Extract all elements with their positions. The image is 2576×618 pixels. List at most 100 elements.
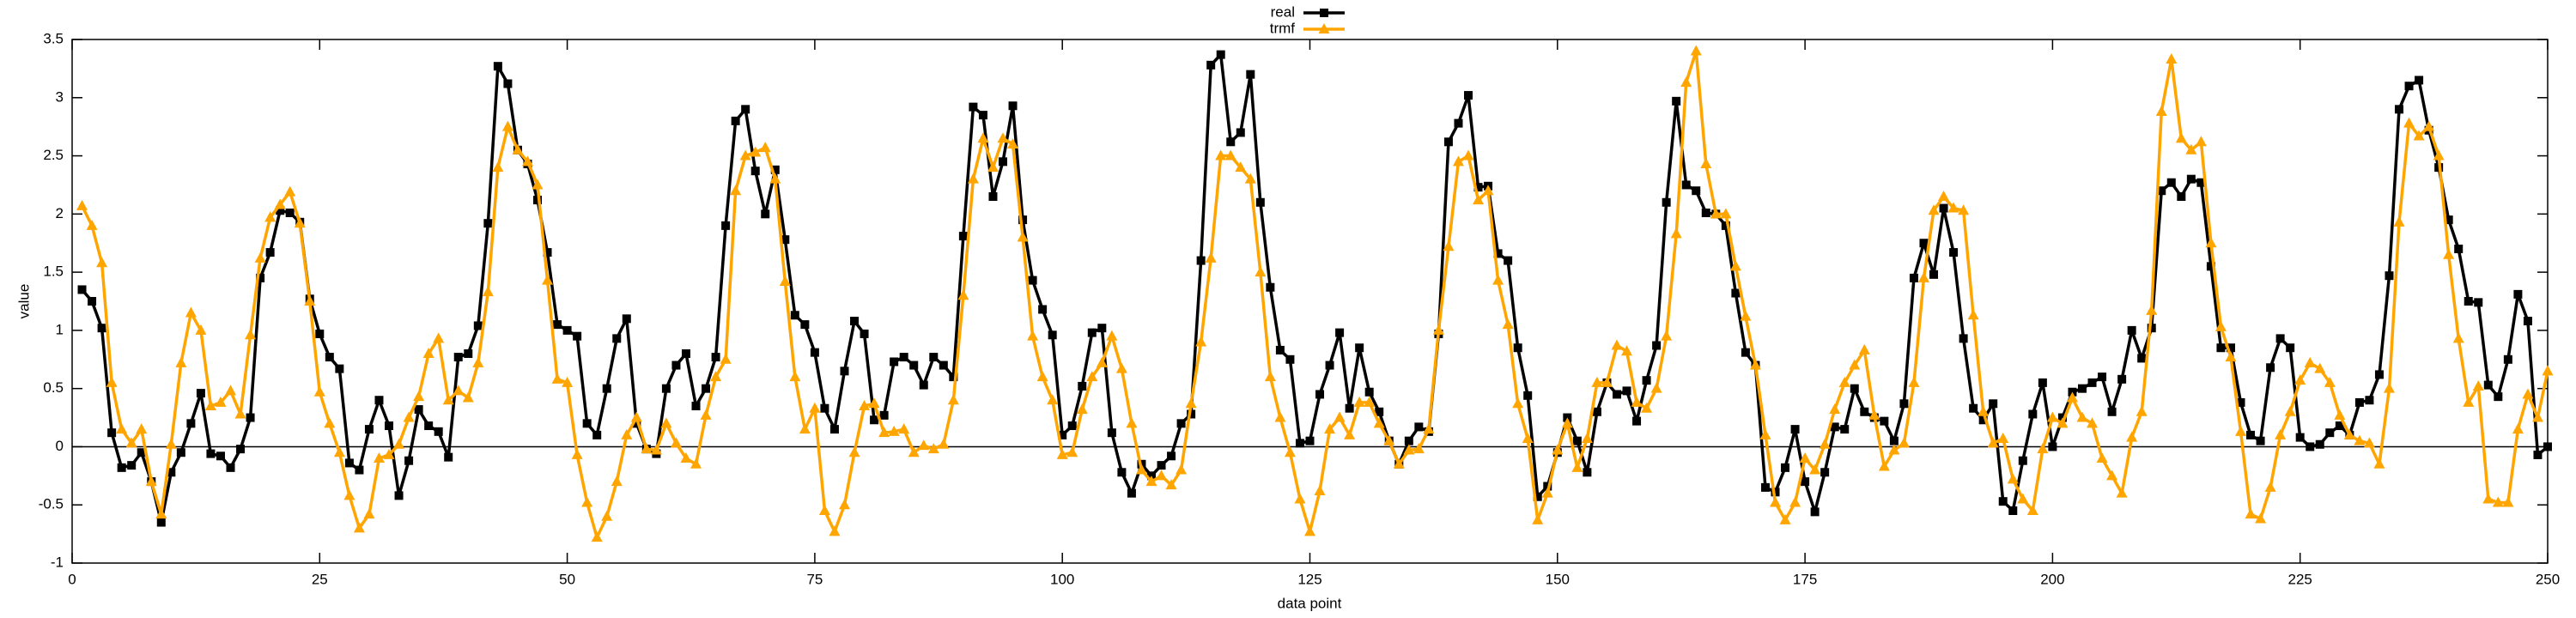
point [1543, 482, 1552, 491]
point [1473, 183, 1483, 192]
point [2464, 297, 2473, 306]
point [562, 376, 574, 387]
point [1423, 423, 1435, 434]
point [373, 452, 385, 463]
point [2306, 442, 2315, 451]
point [2116, 487, 2128, 498]
point [868, 397, 880, 409]
point [1978, 405, 1990, 416]
point [710, 371, 722, 382]
point [1670, 227, 1682, 239]
point [1779, 513, 1791, 524]
point [553, 320, 562, 330]
point [2226, 343, 2235, 353]
point [264, 211, 276, 222]
point [1790, 425, 1800, 434]
point [1285, 354, 1295, 364]
point [2037, 443, 2049, 454]
point [276, 206, 285, 215]
point [106, 376, 118, 387]
point [2266, 363, 2275, 373]
point [1404, 436, 1413, 445]
point [739, 149, 751, 161]
point [1632, 416, 1642, 426]
point [1473, 194, 1485, 205]
point [2294, 374, 2306, 385]
point [2463, 396, 2475, 407]
point [2028, 409, 2038, 419]
point [1226, 137, 1236, 147]
point [2076, 411, 2088, 422]
point [1681, 180, 1691, 190]
point [1908, 376, 1920, 387]
point [582, 419, 592, 428]
point [2246, 430, 2256, 439]
point [1533, 492, 1542, 501]
point [2444, 215, 2453, 225]
point [325, 353, 334, 362]
legend-marker [1318, 23, 1330, 33]
point [2117, 374, 2127, 384]
point [1462, 149, 1474, 161]
point [493, 62, 502, 71]
point [641, 443, 653, 454]
point [77, 285, 87, 294]
x-tick-label: 200 [2040, 571, 2064, 587]
point [2395, 105, 2404, 114]
point [1760, 482, 1770, 492]
point [2066, 391, 2078, 403]
point [1928, 204, 1940, 215]
point [987, 161, 999, 173]
point [2155, 106, 2167, 117]
point [473, 321, 483, 330]
point [2215, 320, 2227, 331]
point [2385, 271, 2394, 281]
point [750, 146, 762, 157]
point [1749, 359, 1761, 370]
point [879, 410, 889, 420]
point [2137, 354, 2147, 363]
point [1107, 428, 1116, 438]
point [2483, 380, 2493, 390]
point [1541, 487, 1553, 498]
point [156, 518, 166, 527]
point [1502, 318, 1514, 330]
point [1721, 221, 1730, 230]
point [533, 196, 543, 205]
x-tick-label: 250 [2536, 571, 2560, 587]
point [1492, 274, 1504, 285]
point [1700, 158, 1712, 169]
point [2472, 379, 2484, 391]
point [385, 421, 394, 431]
x-tick-label: 150 [1546, 571, 1570, 587]
point [175, 356, 187, 367]
point [1662, 197, 1671, 207]
point [551, 373, 563, 384]
point [809, 402, 821, 413]
x-tick-label: 100 [1050, 571, 1074, 587]
point [1523, 391, 1533, 400]
point [1612, 390, 1621, 399]
point [1592, 407, 1601, 416]
point [403, 411, 415, 422]
point [1581, 432, 1593, 443]
point [850, 317, 860, 326]
point [2502, 496, 2514, 507]
point [1187, 409, 1196, 419]
point [313, 385, 325, 397]
point [2335, 421, 2344, 431]
point [503, 79, 513, 88]
point [908, 446, 920, 457]
point [1157, 461, 1166, 470]
point [364, 425, 374, 434]
point [2195, 136, 2207, 147]
x-tick-label: 175 [1793, 571, 1817, 587]
point [136, 423, 148, 434]
point [750, 167, 760, 176]
point [1801, 477, 1810, 487]
x-tick-label: 25 [312, 571, 328, 587]
point [1701, 208, 1710, 217]
point [711, 353, 720, 362]
series-line [80, 49, 2549, 539]
